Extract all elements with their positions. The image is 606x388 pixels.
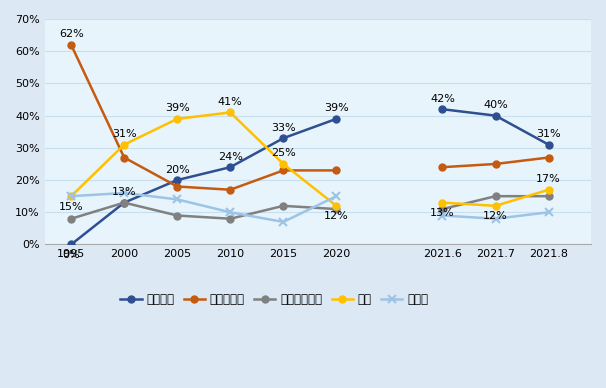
Text: 40%: 40% bbox=[483, 100, 508, 110]
Text: 20%: 20% bbox=[165, 165, 190, 175]
Text: 25%: 25% bbox=[271, 148, 296, 158]
Text: 12%: 12% bbox=[483, 211, 508, 222]
Text: 24%: 24% bbox=[218, 152, 243, 162]
Text: 13%: 13% bbox=[112, 187, 136, 197]
Text: 31%: 31% bbox=[536, 129, 561, 139]
Text: 42%: 42% bbox=[430, 94, 455, 104]
Text: 39%: 39% bbox=[324, 103, 348, 113]
Text: 17%: 17% bbox=[536, 174, 561, 184]
Text: 31%: 31% bbox=[112, 129, 136, 139]
Text: 39%: 39% bbox=[165, 103, 190, 113]
Text: 15%: 15% bbox=[59, 202, 84, 212]
Text: 41%: 41% bbox=[218, 97, 242, 107]
Text: 13%: 13% bbox=[430, 208, 454, 218]
Text: 12%: 12% bbox=[324, 211, 348, 222]
Text: 0%: 0% bbox=[62, 250, 80, 260]
Text: 62%: 62% bbox=[59, 29, 84, 39]
Legend: ベトナム, フィリピン, インドネシア, 中国, その他: ベトナム, フィリピン, インドネシア, 中国, その他 bbox=[116, 288, 433, 311]
Text: 33%: 33% bbox=[271, 123, 296, 133]
